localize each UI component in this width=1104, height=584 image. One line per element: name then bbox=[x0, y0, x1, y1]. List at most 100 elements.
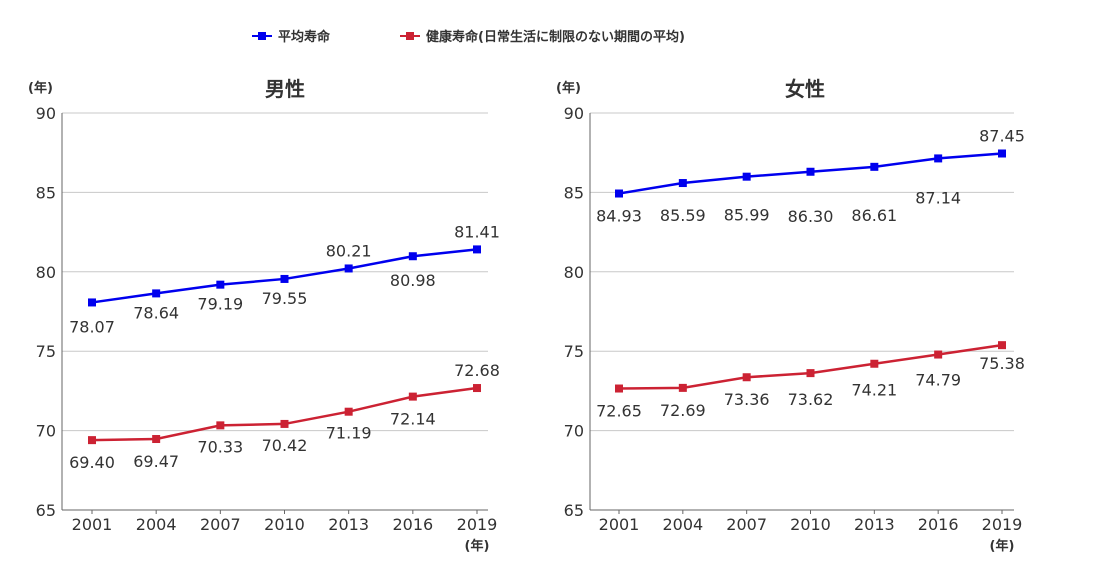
y-tick-label: 75 bbox=[36, 342, 56, 361]
data-point bbox=[870, 162, 879, 171]
y-tick-label: 75 bbox=[564, 342, 584, 361]
x-tick-label: 2007 bbox=[200, 515, 241, 534]
data-point bbox=[408, 392, 417, 401]
data-label: 69.40 bbox=[69, 453, 115, 472]
y-tick-label: 70 bbox=[564, 422, 584, 441]
data-label: 78.64 bbox=[133, 303, 179, 322]
data-label: 70.33 bbox=[197, 437, 243, 456]
data-label: 86.61 bbox=[851, 206, 897, 225]
y-tick-label: 65 bbox=[36, 501, 56, 520]
data-label: 72.68 bbox=[454, 361, 500, 380]
x-tick-label: 2001 bbox=[599, 515, 640, 534]
data-point bbox=[88, 436, 96, 445]
y-axis-unit-label: (年) bbox=[556, 80, 581, 96]
data-point bbox=[216, 421, 225, 430]
y-tick-label: 80 bbox=[564, 263, 584, 282]
x-tick-label: 2013 bbox=[854, 515, 895, 534]
x-tick-label: 2016 bbox=[392, 515, 433, 534]
x-tick-label: 2019 bbox=[457, 515, 498, 534]
data-label: 70.42 bbox=[262, 436, 308, 455]
legend-label: 平均寿命 bbox=[278, 29, 331, 45]
data-label: 86.30 bbox=[788, 207, 834, 226]
data-point bbox=[742, 373, 751, 382]
chart-title: 男性 bbox=[265, 77, 305, 101]
data-label: 78.07 bbox=[69, 317, 115, 336]
data-point bbox=[615, 384, 623, 393]
data-point bbox=[742, 172, 751, 181]
chart-panel-0: 男性 (年) 65 70 75 80 85 90 2001 2004 2007 2010 2013 201… bbox=[28, 77, 500, 554]
data-point bbox=[473, 245, 481, 254]
data-point bbox=[678, 179, 687, 188]
data-point bbox=[615, 189, 623, 198]
x-tick-label: 2004 bbox=[136, 515, 177, 534]
y-tick-label: 85 bbox=[564, 183, 584, 202]
data-label: 73.62 bbox=[788, 390, 834, 409]
data-label: 75.38 bbox=[979, 354, 1025, 373]
data-point bbox=[998, 149, 1006, 158]
chart-title: 女性 bbox=[785, 77, 825, 101]
data-point bbox=[280, 419, 289, 428]
data-label: 80.98 bbox=[390, 271, 436, 290]
series-0: 84.93 85.59 85.99 86.30 86.61 87.14 87.45 bbox=[596, 126, 1025, 225]
data-point bbox=[152, 435, 161, 444]
legend-item: 平均寿命 bbox=[252, 29, 331, 45]
data-label: 74.79 bbox=[915, 371, 961, 390]
data-point bbox=[473, 384, 481, 393]
x-axis-unit-label: (年) bbox=[990, 538, 1015, 554]
y-tick-label: 70 bbox=[36, 422, 56, 441]
data-label: 72.69 bbox=[660, 401, 706, 420]
series-1: 69.40 69.47 70.33 70.42 71.19 72.14 72.68 bbox=[69, 361, 500, 472]
data-point bbox=[934, 350, 943, 359]
data-label: 81.41 bbox=[454, 222, 500, 241]
data-label: 87.45 bbox=[979, 126, 1025, 145]
y-tick-label: 65 bbox=[564, 501, 584, 520]
data-point bbox=[344, 264, 353, 273]
legend-marker bbox=[406, 32, 414, 40]
x-axis-unit-label: (年) bbox=[465, 538, 490, 554]
data-point bbox=[344, 407, 353, 416]
data-point bbox=[152, 289, 161, 298]
y-tick-label: 85 bbox=[36, 183, 56, 202]
y-tick-label: 90 bbox=[564, 104, 584, 123]
data-point bbox=[678, 383, 687, 392]
data-label: 84.93 bbox=[596, 207, 642, 226]
y-axis-unit-label: (年) bbox=[28, 80, 53, 96]
data-point bbox=[88, 298, 96, 307]
x-tick-label: 2013 bbox=[328, 515, 369, 534]
data-point bbox=[806, 167, 815, 176]
x-tick-label: 2010 bbox=[264, 515, 305, 534]
x-tick-label: 2004 bbox=[662, 515, 703, 534]
data-label: 72.14 bbox=[390, 410, 436, 429]
data-point bbox=[408, 252, 417, 261]
data-label: 74.21 bbox=[851, 381, 897, 400]
x-tick-label: 2010 bbox=[790, 515, 831, 534]
legend: 平均寿命 健康寿命(日常生活に制限のない期間の平均) bbox=[252, 29, 685, 45]
data-label: 71.19 bbox=[326, 424, 372, 443]
data-label: 80.21 bbox=[326, 241, 372, 260]
data-label: 73.36 bbox=[724, 390, 770, 409]
data-label: 85.99 bbox=[724, 206, 770, 225]
data-point bbox=[870, 359, 879, 368]
data-label: 85.59 bbox=[660, 206, 706, 225]
legend-label: 健康寿命(日常生活に制限のない期間の平均) bbox=[426, 29, 685, 45]
x-tick-label: 2001 bbox=[72, 515, 113, 534]
x-tick-label: 2007 bbox=[726, 515, 767, 534]
data-point bbox=[216, 280, 225, 289]
chart-panel-1: 女性 (年) 65 70 75 80 85 90 2001 2004 2007 2010 2013 201… bbox=[556, 77, 1025, 554]
data-label: 72.65 bbox=[596, 402, 642, 421]
data-point bbox=[934, 154, 943, 163]
x-tick-label: 2016 bbox=[918, 515, 959, 534]
data-point bbox=[806, 369, 815, 378]
y-tick-label: 80 bbox=[36, 263, 56, 282]
data-point bbox=[280, 274, 289, 283]
data-label: 87.14 bbox=[915, 188, 961, 207]
data-point bbox=[998, 341, 1006, 350]
data-label: 79.19 bbox=[197, 295, 243, 314]
legend-item: 健康寿命(日常生活に制限のない期間の平均) bbox=[400, 29, 685, 45]
series-0: 78.07 78.64 79.19 79.55 80.21 80.98 81.41 bbox=[69, 222, 500, 336]
data-label: 69.47 bbox=[133, 452, 179, 471]
x-tick-label: 2019 bbox=[982, 515, 1023, 534]
series-1: 72.65 72.69 73.36 73.62 74.21 74.79 75.38 bbox=[596, 341, 1025, 421]
